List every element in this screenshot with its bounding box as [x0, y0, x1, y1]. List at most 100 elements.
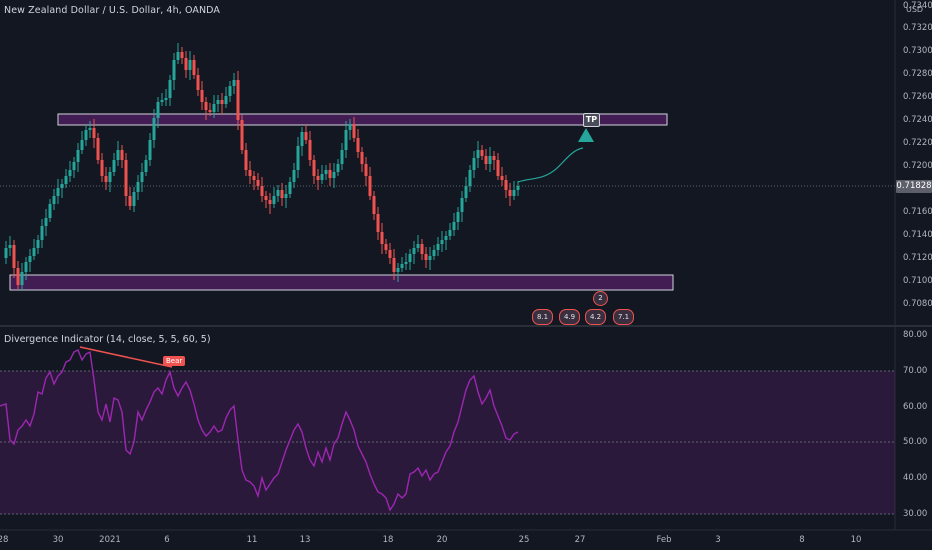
candle-body: [380, 232, 384, 244]
event-marker-4[interactable]: 7.1: [613, 309, 635, 325]
candle-body: [108, 172, 112, 182]
bear-divergence-label: Bear: [163, 356, 186, 366]
candle-body: [416, 244, 420, 248]
candle-body: [412, 248, 416, 254]
time-tick-label: 11: [246, 535, 258, 545]
candle-body: [364, 164, 368, 176]
time-tick-label: 13: [299, 535, 311, 545]
candle-body: [496, 160, 500, 176]
candle-body: [344, 130, 348, 150]
candle-body: [440, 240, 444, 244]
candle-body: [60, 184, 64, 188]
candle-body: [100, 160, 104, 176]
candle-body: [4, 248, 8, 258]
candle-body: [500, 176, 504, 180]
bear-divergence-line[interactable]: [79, 346, 173, 368]
time-tick-label: 8: [799, 535, 805, 545]
candle-body: [240, 120, 244, 150]
event-marker-2[interactable]: 4.9: [559, 309, 581, 325]
candle-body: [356, 138, 360, 152]
candle-body: [504, 180, 508, 190]
candle-body: [508, 190, 512, 196]
oscillator-line[interactable]: [0, 349, 519, 512]
candle-body: [432, 250, 436, 256]
resistance-zone[interactable]: [57, 113, 668, 126]
candle-body: [452, 222, 456, 230]
time-tick-label: 30: [52, 535, 64, 545]
candle-body: [276, 190, 280, 196]
candle-body: [304, 132, 308, 140]
candle-body: [96, 138, 100, 160]
candle-body: [392, 258, 396, 272]
candlestick-series[interactable]: [4, 43, 520, 291]
candle-body: [168, 80, 172, 98]
current-price-tag: 0.71828: [896, 180, 932, 193]
oscillator-tick-label: 80.00: [903, 330, 928, 340]
candle-body: [160, 100, 164, 102]
event-value: 8.1: [537, 313, 549, 321]
candle-body: [48, 204, 52, 218]
candle-body: [140, 172, 144, 182]
projection-path[interactable]: [517, 147, 584, 183]
event-marker-3[interactable]: 4.2: [585, 309, 607, 325]
candle-body: [480, 150, 484, 156]
event-marker-count[interactable]: 2: [593, 291, 608, 306]
candle-body: [180, 52, 184, 58]
candle-body: [288, 182, 292, 194]
tp-label[interactable]: TP: [583, 113, 600, 127]
time-tick-label: 6: [164, 535, 170, 545]
candle-body: [308, 140, 312, 160]
event-value: 7.1: [618, 313, 630, 321]
candle-body: [220, 100, 224, 104]
candle-body: [24, 262, 28, 272]
candle-body: [20, 272, 24, 285]
time-tick-label: 3: [715, 535, 721, 545]
candle-body: [332, 172, 336, 178]
candle-body: [184, 58, 188, 70]
candle-body: [268, 200, 272, 204]
candle-body: [320, 174, 324, 180]
time-tick-label: 2021: [99, 535, 121, 545]
candle-body: [88, 128, 92, 130]
candle-body: [8, 245, 12, 248]
candle-body: [512, 190, 516, 196]
candle-body: [484, 156, 488, 164]
candle-body: [156, 102, 160, 118]
candle-body: [260, 186, 264, 196]
candle-body: [384, 244, 388, 250]
candle-body: [176, 52, 180, 60]
candle-body: [444, 236, 448, 240]
candle-body: [428, 256, 432, 260]
candle-body: [372, 196, 376, 214]
candle-body: [324, 170, 328, 174]
candle-body: [476, 150, 480, 158]
candle-body: [172, 60, 176, 80]
candle-body: [488, 156, 492, 164]
candle-body: [228, 86, 232, 96]
candle-body: [112, 160, 116, 172]
candle-body: [224, 96, 228, 104]
candle-body: [16, 268, 20, 285]
support-zone[interactable]: [9, 274, 674, 291]
candle-body: [328, 170, 332, 178]
candle-body: [468, 170, 472, 186]
candle-body: [120, 150, 124, 160]
candle-body: [472, 158, 476, 170]
oscillator-tick-label: 30.00: [903, 509, 928, 519]
candle-body: [388, 250, 392, 258]
candle-body: [336, 164, 340, 172]
currency-label[interactable]: USD: [906, 5, 924, 14]
candle-body: [128, 196, 132, 206]
candle-body: [368, 176, 372, 196]
event-marker-1[interactable]: 8.1: [532, 309, 554, 325]
indicator-title[interactable]: Divergence Indicator (14, close, 5, 5, 6…: [4, 334, 211, 345]
